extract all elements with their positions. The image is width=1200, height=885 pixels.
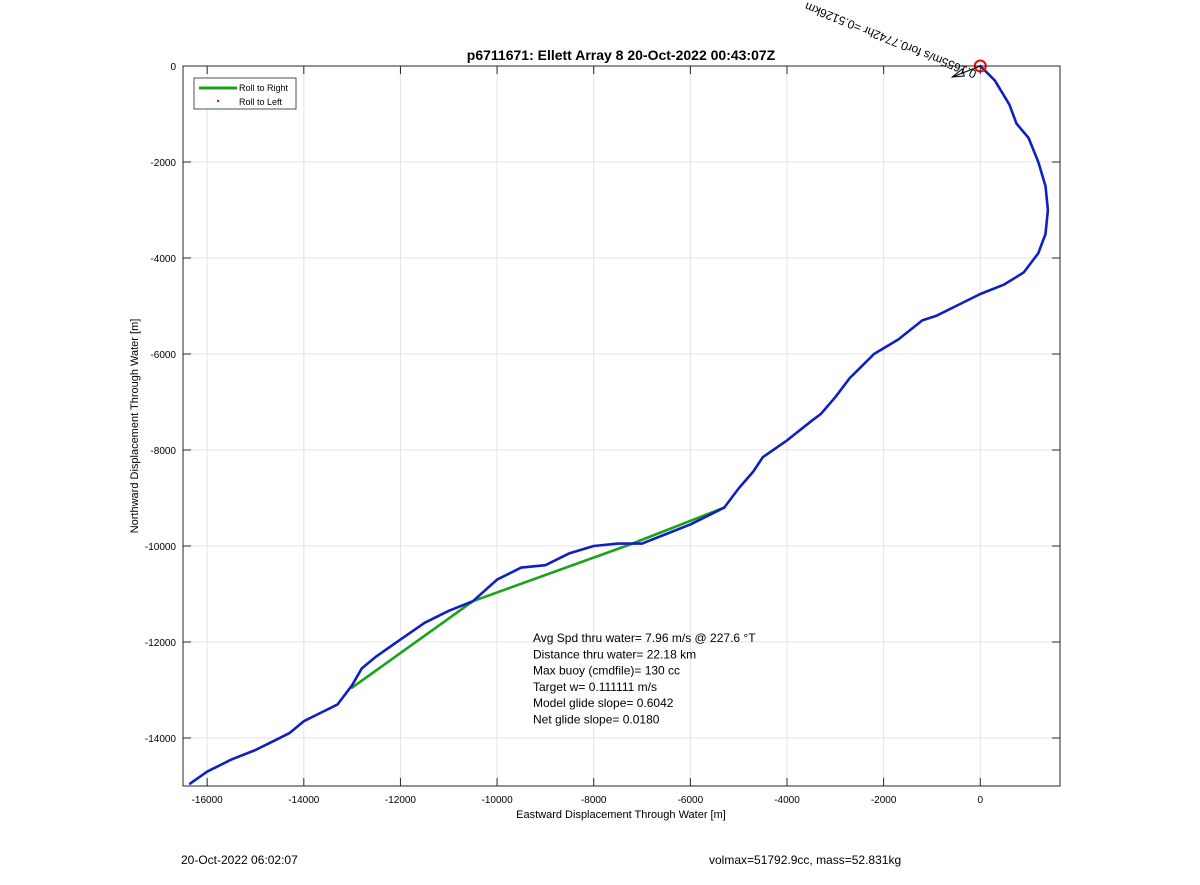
y-tick-label: -12000 (145, 638, 177, 649)
x-tick-label: -14000 (288, 795, 320, 806)
legend-label-roll-right: Roll to Right (239, 83, 289, 93)
legend-box (193, 77, 297, 110)
series-roll-to-right (350, 506, 726, 689)
y-tick-label: 0 (170, 62, 176, 73)
axis-tick-labels: -16000 -14000 -12000 -10000 -8000 -6000 -4000 -… (145, 62, 984, 806)
x-tick-label: -2000 (871, 795, 897, 806)
x-tick-label: 0 (977, 795, 983, 806)
stats-line: Max buoy (cmdfile)= 130 cc (533, 664, 680, 678)
plot-frame (182, 65, 1061, 787)
plot-area (183, 66, 1060, 786)
grid-lines (183, 65, 1060, 786)
axis-ticks (183, 65, 1060, 786)
current-arrow-head (950, 68, 965, 78)
stats-line: Avg Spd thru water= 7.96 m/s @ 227.6 °T (533, 631, 756, 645)
legend-label-roll-left: Roll to Left (239, 97, 283, 107)
footer-mass-info: volmax=51792.9cc, mass=52.831kg (709, 853, 902, 867)
y-axis-label: Northward Displacement Through Water [m] (129, 319, 141, 534)
y-tick-label: -4000 (150, 254, 176, 265)
stats-annotations: Avg Spd thru water= 7.96 m/s @ 227.6 °T D… (533, 631, 756, 727)
x-tick-label: -12000 (385, 795, 417, 806)
y-tick-label: -8000 (150, 446, 176, 457)
series-glider-track (188, 64, 1050, 785)
current-arrow-shaft (952, 65, 981, 78)
y-tick-label: -6000 (150, 350, 176, 361)
legend-swatch-roll-left (216, 99, 220, 103)
x-tick-label: -8000 (581, 795, 607, 806)
footer-timestamp: 20-Oct-2022 06:02:07 (181, 853, 298, 867)
x-tick-label: -10000 (482, 795, 514, 806)
stats-line: Distance thru water= 22.18 km (533, 647, 696, 661)
y-tick-label: -14000 (145, 734, 177, 745)
stats-line: Target w= 0.111111 m/s (533, 680, 657, 694)
x-tick-label: -4000 (774, 795, 800, 806)
chart-title: p6711671: Ellett Array 8 20-Oct-2022 00:… (467, 47, 776, 63)
x-tick-label: -6000 (678, 795, 704, 806)
x-tick-label: -16000 (192, 795, 224, 806)
stats-line: Net glide slope= 0.0180 (533, 713, 660, 727)
x-axis-label: Eastward Displacement Through Water [m] (516, 809, 726, 821)
legend: Roll to Right Roll to Left (193, 77, 297, 110)
y-tick-label: -2000 (150, 158, 176, 169)
y-tick-label: -10000 (145, 542, 177, 553)
stats-line: Model glide slope= 0.6042 (533, 696, 674, 710)
